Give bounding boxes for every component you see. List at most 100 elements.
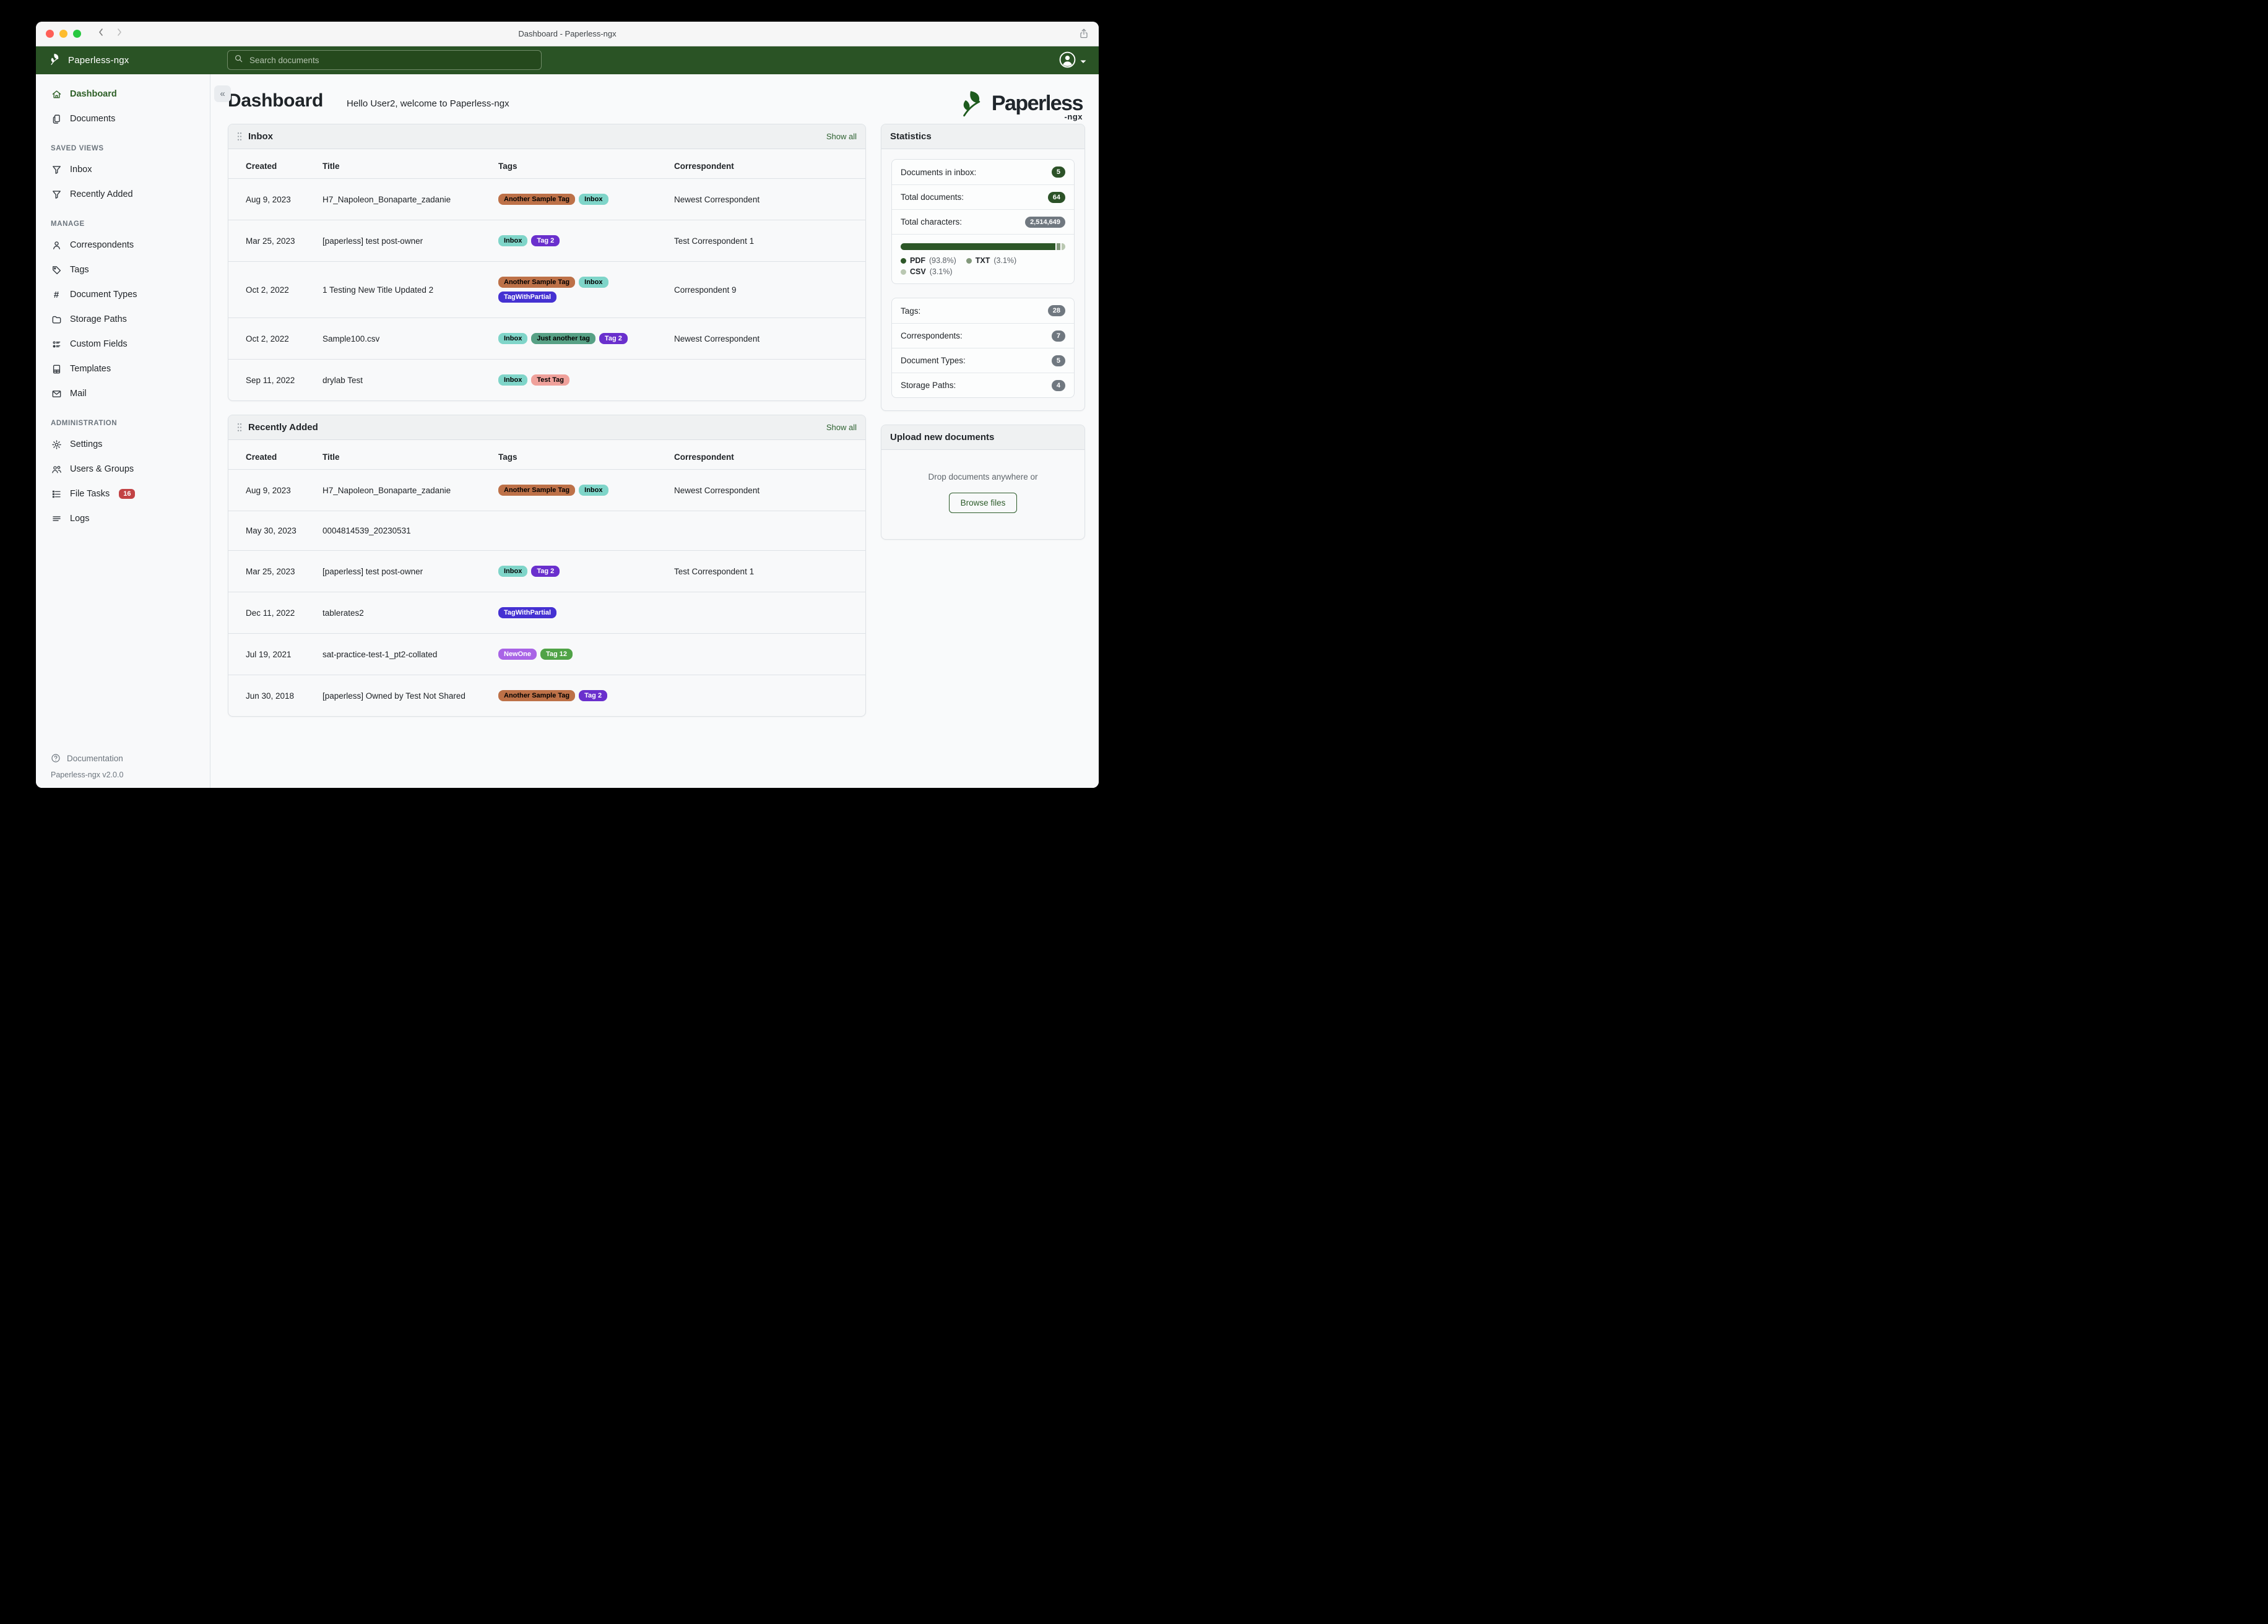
legend-name: CSV (910, 267, 926, 276)
tag-pill[interactable]: Inbox (498, 566, 528, 577)
drag-handle-icon[interactable] (237, 132, 242, 141)
stat-value-badge: 64 (1047, 191, 1065, 203)
doc-title-link[interactable]: [paperless] test post-owner (322, 566, 423, 576)
close-window-button[interactable] (46, 30, 54, 38)
inbox-table: Created Title Tags Correspondent Aug 9, 202… (228, 149, 865, 400)
doc-title-link[interactable]: H7_Napoleon_Bonaparte_zadanie (322, 485, 451, 495)
legend-name: TXT (975, 256, 990, 265)
legend-item-txt: TXT (3.1%) (966, 256, 1016, 265)
tag-pill[interactable]: Inbox (498, 374, 528, 386)
tag-pill[interactable]: Inbox (579, 194, 608, 205)
browse-files-button[interactable]: Browse files (948, 493, 1018, 513)
sidebar-item-tags[interactable]: Tags (36, 257, 210, 282)
doc-created: Sep 11, 2022 (228, 359, 318, 400)
sidebar-item-templates[interactable]: Templates (36, 356, 210, 381)
doc-title-link[interactable]: Sample100.csv (322, 334, 380, 343)
sidebar-section-heading: MANAGE (51, 220, 85, 228)
doc-correspondent (669, 359, 865, 400)
tag-pill[interactable]: Tag 2 (599, 333, 628, 344)
sidebar-item-inbox[interactable]: Inbox (36, 157, 210, 182)
tag-pill[interactable]: Inbox (579, 277, 608, 288)
doc-title-link[interactable]: H7_Napoleon_Bonaparte_zadanie (322, 194, 451, 204)
sidebar-item-label: Recently Added (70, 189, 133, 199)
doc-title-link[interactable]: tablerates2 (322, 608, 364, 618)
logo-wordmark-sub: -ngx (1064, 112, 1083, 121)
tag-pill[interactable]: Test Tag (531, 374, 569, 386)
stat-value-badge: 7 (1051, 330, 1065, 342)
tag-pill[interactable]: TagWithPartial (498, 607, 557, 618)
column-header-created: Created (246, 452, 277, 462)
sidebar-item-logs[interactable]: Logs (36, 506, 210, 531)
tag-pill[interactable]: Tag 2 (531, 235, 560, 246)
stat-row: Document Types: 5 (892, 348, 1074, 373)
search-input[interactable] (248, 54, 535, 66)
doc-title-link[interactable]: sat-practice-test-1_pt2-collated (322, 649, 438, 659)
tag-pill[interactable]: Just another tag (531, 333, 595, 344)
recently-added-show-all-link[interactable]: Show all (826, 423, 857, 432)
doc-tags: Another Sample Tag Tag 2 (498, 690, 664, 701)
documentation-label: Documentation (67, 753, 123, 763)
document-row: Sep 11, 2022 drylab Test Inbox Test Tag (228, 359, 865, 400)
window-title: Dashboard - Paperless-ngx (518, 29, 617, 38)
user-menu[interactable] (1059, 51, 1086, 71)
inbox-show-all-link[interactable]: Show all (826, 132, 857, 141)
sidebar-item-documents[interactable]: Documents (36, 106, 210, 131)
tag-pill[interactable]: Another Sample Tag (498, 485, 576, 496)
doc-correspondent (669, 633, 865, 675)
tag-pill[interactable]: Inbox (579, 485, 608, 496)
sidebar-item-file-tasks[interactable]: File Tasks 16 (36, 482, 210, 506)
sidebar-item-users-groups[interactable]: Users & Groups (36, 457, 210, 482)
template-icon (51, 363, 62, 374)
sidebar-item-storage-paths[interactable]: Storage Paths (36, 307, 210, 332)
drag-handle-icon[interactable] (237, 423, 242, 432)
sidebar-item-documentation[interactable]: Documentation (36, 749, 210, 767)
avatar-icon (1059, 51, 1076, 71)
brand[interactable]: Paperless-ngx (48, 53, 129, 69)
tag-pill[interactable]: Another Sample Tag (498, 690, 576, 701)
tag-pill[interactable]: Tag 12 (540, 649, 573, 660)
doc-created: Oct 2, 2022 (228, 261, 318, 318)
doc-created: Mar 25, 2023 (228, 550, 318, 592)
zoom-window-button[interactable] (73, 30, 81, 38)
doc-title-link[interactable]: [paperless] Owned by Test Not Shared (322, 691, 465, 701)
share-icon[interactable] (1079, 28, 1089, 42)
sidebar-item-document-types[interactable]: # Document Types (36, 282, 210, 307)
legend-percent: (3.1%) (929, 267, 953, 276)
browser-forward-icon[interactable] (116, 27, 123, 40)
sidebar-collapse-button[interactable]: « (214, 85, 231, 102)
browser-back-icon[interactable] (97, 27, 105, 40)
doc-title-link[interactable]: [paperless] test post-owner (322, 236, 423, 246)
tag-pill[interactable]: Inbox (498, 333, 528, 344)
doc-title-link[interactable]: 1 Testing New Title Updated 2 (322, 285, 434, 295)
question-icon (51, 753, 61, 763)
tag-pill[interactable]: Tag 2 (579, 690, 608, 701)
sidebar-nav: Dashboard Documents SAVED VIEWS Inbox Recent… (36, 82, 210, 531)
document-row: Jul 19, 2021 sat-practice-test-1_pt2-coll… (228, 633, 865, 675)
sidebar-item-dashboard[interactable]: Dashboard (36, 82, 210, 106)
tag-pill[interactable]: Another Sample Tag (498, 194, 576, 205)
sidebar-item-label: Custom Fields (70, 339, 128, 349)
stat-label: Total characters: (901, 217, 963, 227)
tag-pill[interactable]: NewOne (498, 649, 537, 660)
tag-pill[interactable]: Inbox (498, 235, 528, 246)
sidebar-item-custom-fields[interactable]: Custom Fields (36, 332, 210, 356)
doc-title-link[interactable]: drylab Test (322, 375, 363, 385)
stat-row: Storage Paths: 4 (892, 373, 1074, 397)
document-row: Aug 9, 2023 H7_Napoleon_Bonaparte_zadanie… (228, 178, 865, 220)
sidebar-item-label: Tags (70, 265, 89, 275)
tag-pill[interactable]: Tag 2 (531, 566, 560, 577)
statistics-group: Documents in inbox: 5 Total documents: 64 To… (891, 159, 1075, 284)
doc-title-link[interactable]: 0004814539_20230531 (322, 526, 411, 535)
tag-pill[interactable]: Another Sample Tag (498, 277, 576, 288)
statistics-widget: Statistics Documents in inbox: 5 Total doc… (881, 124, 1085, 411)
global-search[interactable] (227, 50, 542, 70)
sidebar-item-recently-added[interactable]: Recently Added (36, 182, 210, 207)
mail-icon (51, 388, 62, 399)
minimize-window-button[interactable] (59, 30, 67, 38)
tag-pill[interactable]: TagWithPartial (498, 292, 557, 303)
sidebar-item-settings[interactable]: Settings (36, 432, 210, 457)
file-type-chart: PDF (93.8%) TXT (3.1%) CSV (3.1%) (892, 234, 1074, 283)
sidebar-item-mail[interactable]: Mail (36, 381, 210, 406)
sidebar-item-correspondents[interactable]: Correspondents (36, 233, 210, 257)
upload-dropzone[interactable]: Drop documents anywhere or Browse files (881, 450, 1084, 539)
